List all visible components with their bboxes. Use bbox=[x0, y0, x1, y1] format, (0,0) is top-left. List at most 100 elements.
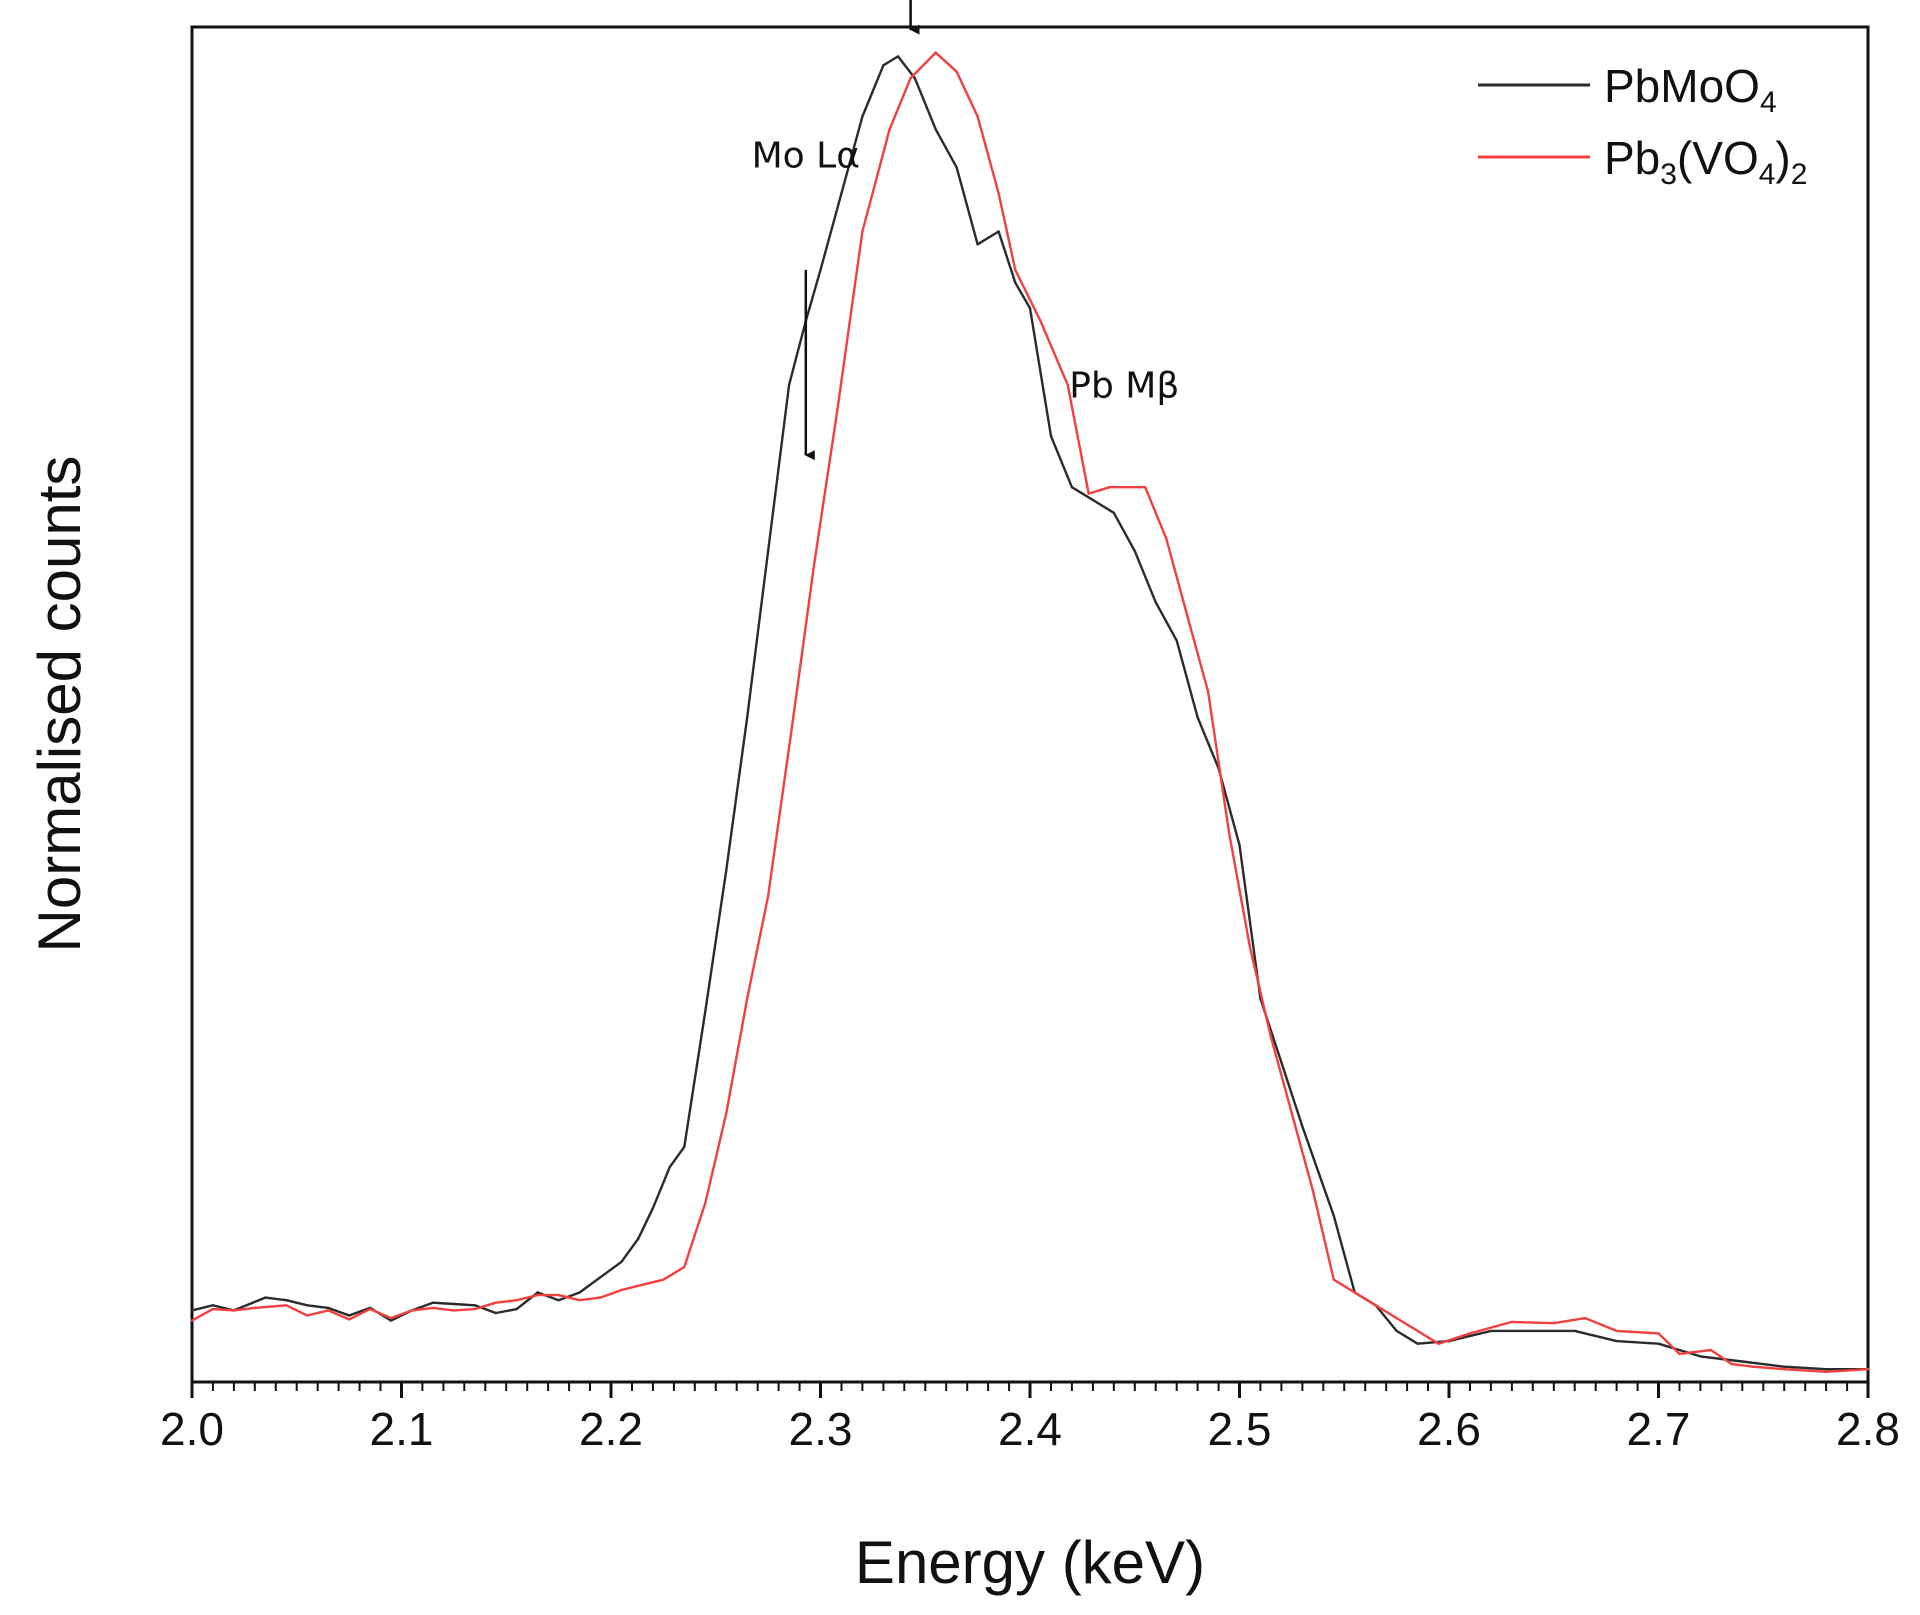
data-point bbox=[1510, 1320, 1514, 1324]
series-layer bbox=[190, 51, 1870, 1374]
data-point bbox=[1741, 1360, 1744, 1363]
data-point bbox=[578, 1291, 581, 1294]
data-point bbox=[599, 1296, 602, 1299]
data-point bbox=[1028, 307, 1032, 310]
data-point bbox=[746, 716, 749, 719]
x-tick-label: 2.6 bbox=[1417, 1403, 1481, 1455]
data-point bbox=[1699, 1355, 1702, 1358]
data-point bbox=[1678, 1352, 1681, 1356]
data-point bbox=[232, 1309, 236, 1312]
data-point bbox=[1531, 1329, 1535, 1333]
data-point bbox=[431, 1306, 435, 1310]
data-point bbox=[536, 1293, 539, 1297]
data-point bbox=[787, 383, 791, 387]
data-point bbox=[1280, 1061, 1283, 1064]
data-point bbox=[668, 1166, 671, 1169]
data-point bbox=[620, 1288, 623, 1292]
data-point bbox=[1123, 486, 1126, 489]
data-point bbox=[1573, 1329, 1576, 1333]
data-point bbox=[389, 1319, 393, 1322]
data-point bbox=[861, 230, 864, 233]
data-point bbox=[1416, 1342, 1419, 1345]
data-point bbox=[1332, 1214, 1336, 1218]
data-point bbox=[888, 128, 891, 131]
data-point bbox=[285, 1299, 288, 1302]
data-point bbox=[1227, 831, 1231, 834]
data-point bbox=[1395, 1329, 1398, 1333]
data-point bbox=[896, 55, 900, 58]
data-point bbox=[1196, 716, 1199, 719]
data-point bbox=[1070, 486, 1074, 489]
data-point bbox=[347, 1314, 351, 1317]
data-point bbox=[997, 230, 1000, 233]
data-point bbox=[1133, 549, 1137, 553]
data-point bbox=[1165, 537, 1168, 540]
data-point bbox=[368, 1307, 372, 1311]
data-point bbox=[683, 1265, 686, 1269]
data-point bbox=[725, 869, 728, 872]
data-point bbox=[840, 192, 843, 195]
legend-label-pbmoo4: PbMoO4 bbox=[1604, 60, 1777, 119]
data-point bbox=[452, 1302, 456, 1306]
data-point bbox=[327, 1306, 330, 1310]
data-point bbox=[1238, 843, 1241, 847]
x-tick-label: 2.4 bbox=[998, 1403, 1062, 1455]
data-point bbox=[557, 1299, 560, 1302]
data-point bbox=[819, 268, 822, 272]
data-point bbox=[1049, 434, 1053, 438]
data-point bbox=[1730, 1362, 1734, 1366]
data-point bbox=[327, 1309, 330, 1312]
plot-frame bbox=[190, 25, 1870, 1384]
data-point bbox=[662, 1278, 665, 1281]
data-point bbox=[955, 70, 958, 73]
data-point bbox=[704, 1010, 707, 1013]
data-point bbox=[190, 1309, 194, 1312]
data-point bbox=[683, 1145, 686, 1149]
data-point bbox=[253, 1306, 256, 1310]
data-point bbox=[536, 1291, 539, 1294]
data-point bbox=[1709, 1348, 1713, 1352]
series-line bbox=[191, 55, 1868, 1371]
x-axis-ticks bbox=[190, 1382, 1870, 1398]
data-point bbox=[1395, 1316, 1398, 1320]
x-tick-label: 2.5 bbox=[1208, 1403, 1272, 1455]
data-point bbox=[1783, 1365, 1786, 1368]
data-point bbox=[861, 115, 864, 118]
data-point bbox=[1657, 1342, 1660, 1345]
data-point bbox=[264, 1296, 267, 1299]
x-axis-title: Energy (keV) bbox=[855, 1529, 1205, 1596]
data-point bbox=[190, 1319, 194, 1322]
data-point bbox=[285, 1304, 288, 1307]
x-tick-label: 2.7 bbox=[1627, 1403, 1691, 1455]
data-point bbox=[1014, 281, 1017, 284]
data-point bbox=[1657, 1332, 1660, 1335]
legend-label-pb3vo42: Pb3(VO4)2 bbox=[1604, 132, 1807, 191]
data-point bbox=[1206, 690, 1210, 693]
data-point bbox=[494, 1301, 497, 1304]
data-point bbox=[410, 1309, 414, 1312]
data-point bbox=[813, 562, 816, 566]
data-point bbox=[1468, 1332, 1472, 1335]
legend: PbMoO4 Pb3(VO4)2 bbox=[1478, 60, 1807, 191]
data-point bbox=[1824, 1370, 1828, 1374]
data-point bbox=[1751, 1365, 1755, 1368]
data-point bbox=[1374, 1304, 1377, 1307]
x-tick-label: 2.3 bbox=[789, 1403, 853, 1455]
data-point bbox=[515, 1299, 518, 1302]
data-point bbox=[1552, 1322, 1556, 1325]
series-line bbox=[191, 51, 1869, 1374]
data-point bbox=[1301, 1125, 1304, 1128]
series-pbmoo4 bbox=[190, 55, 1870, 1371]
data-point bbox=[836, 409, 839, 412]
x-tick-label: 2.8 bbox=[1836, 1403, 1900, 1455]
data-point bbox=[1824, 1368, 1828, 1371]
data-point bbox=[473, 1307, 476, 1311]
x-axis-tick-labels: 2.0 2.1 2.2 2.3 2.4 2.5 2.6 2.7 2.8 bbox=[160, 1403, 1900, 1455]
data-point bbox=[1269, 1035, 1273, 1039]
data-point bbox=[792, 716, 795, 719]
x-tick-label: 2.2 bbox=[579, 1403, 643, 1455]
y-axis-title: Normalised counts bbox=[26, 456, 93, 953]
data-point bbox=[1066, 383, 1069, 387]
data-point bbox=[306, 1304, 309, 1307]
data-point bbox=[1332, 1278, 1336, 1281]
